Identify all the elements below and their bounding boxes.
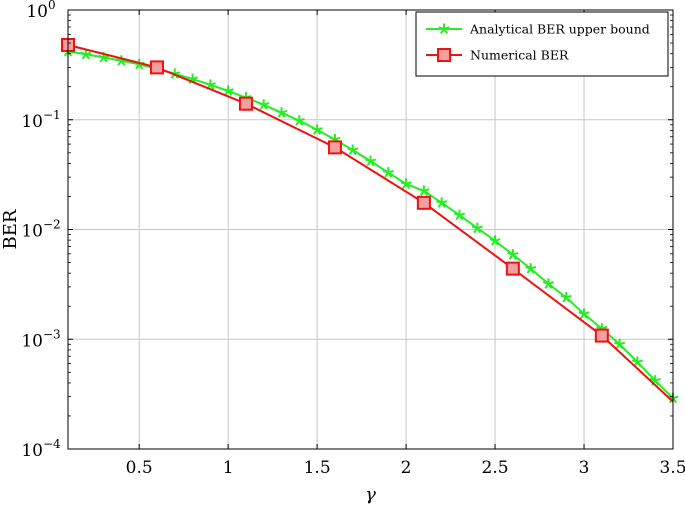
data-point-square <box>594 328 609 343</box>
data-point-square <box>416 195 431 210</box>
legend-entry: Analytical BER upper bound <box>426 22 650 37</box>
y-tick-label: 10−2 <box>21 218 60 242</box>
data-point-star <box>400 178 412 189</box>
legend: Analytical BER upper bound Numerical BER <box>415 11 669 77</box>
y-tick-base: 10 <box>21 112 43 132</box>
x-tick-label: 2.5 <box>482 458 509 478</box>
y-tick-base: 10 <box>26 2 48 22</box>
x-tick-label: 1.5 <box>304 458 331 478</box>
data-point-star <box>471 222 483 234</box>
data-point-star <box>311 124 323 135</box>
legend-box <box>415 11 669 77</box>
data-point-star <box>507 249 519 260</box>
data-point-star <box>80 48 92 60</box>
y-tick-base: 10 <box>21 331 43 351</box>
data-point-star <box>382 167 394 178</box>
legend-marker-star <box>438 23 450 35</box>
y-tick-exponent: −2 <box>43 218 61 232</box>
data-point-star <box>453 209 466 221</box>
x-axis-label: γ <box>365 484 376 505</box>
legend-label: Numerical BER <box>470 48 569 63</box>
legend-entry: Numerical BER <box>426 48 569 63</box>
data-point-star <box>187 73 199 85</box>
data-point-star <box>614 338 626 350</box>
series-line <box>67 50 674 399</box>
data-point-square <box>505 261 520 276</box>
data-point-star <box>525 263 537 274</box>
legend-marker-square <box>437 48 451 62</box>
x-tick-label: 3.5 <box>659 458 685 478</box>
data-point-star <box>364 155 377 167</box>
data-point-star <box>542 278 554 289</box>
data-point-star <box>222 85 234 96</box>
data-point-star <box>293 115 305 126</box>
data-point-star <box>275 107 288 118</box>
series-numerical <box>61 37 674 403</box>
y-tick-exponent: −4 <box>43 437 61 451</box>
series-layer <box>61 37 679 404</box>
x-tick-label: 3 <box>579 458 590 478</box>
y-tick-label: 10−3 <box>21 327 60 351</box>
data-point-star <box>204 79 216 90</box>
y-axis-label: BER <box>0 209 21 249</box>
data-point-square <box>238 96 253 111</box>
x-tick-label: 1 <box>223 458 234 478</box>
data-point-star <box>258 99 270 110</box>
series-line <box>67 44 674 403</box>
y-tick-exponent: −1 <box>43 108 61 122</box>
data-point-star <box>578 308 590 319</box>
y-tick-label: 10−4 <box>21 437 61 461</box>
data-point-star <box>436 197 448 208</box>
x-tick-label: 0.5 <box>126 458 153 478</box>
data-point-star <box>347 144 359 156</box>
data-point-square <box>149 60 164 75</box>
y-tick-label: 100 <box>26 0 55 22</box>
series-analytical <box>62 45 679 404</box>
y-tick-label: 10−1 <box>21 108 60 132</box>
data-point-square <box>327 140 342 155</box>
y-tick-exponent: 0 <box>48 0 56 12</box>
data-point-star <box>631 356 643 368</box>
data-point-star <box>418 185 430 196</box>
data-point-star <box>489 235 501 246</box>
data-point-star <box>560 292 572 303</box>
data-point-star <box>649 375 661 386</box>
y-tick-base: 10 <box>21 222 43 242</box>
y-tick-base: 10 <box>21 441 43 461</box>
x-tick-label: 2 <box>401 458 412 478</box>
legend-label: Analytical BER upper bound <box>469 22 650 37</box>
y-tick-exponent: −3 <box>43 327 61 341</box>
